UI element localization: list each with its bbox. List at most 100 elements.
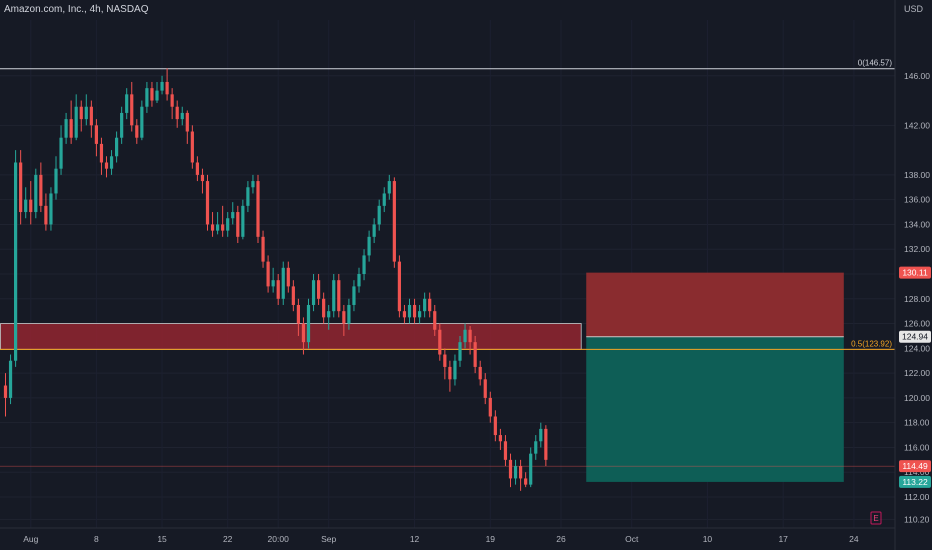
candle-body	[155, 90, 159, 101]
candle-body	[226, 218, 230, 231]
candle-body	[135, 125, 139, 138]
candle-body	[322, 298, 326, 318]
candle-body	[231, 212, 235, 219]
price-label-bg	[899, 266, 931, 279]
candle-body	[428, 298, 432, 312]
candle-body	[19, 162, 23, 213]
x-tick-label: 26	[556, 534, 566, 544]
y-tick-label: 116.00	[904, 442, 930, 452]
candle-body	[519, 466, 523, 479]
candle-body	[513, 466, 518, 479]
candle-body	[140, 106, 144, 138]
candle-body	[59, 137, 63, 169]
candle-body	[89, 106, 93, 126]
candle-body	[236, 212, 240, 237]
candle-body	[453, 360, 457, 380]
price-label-text: 114.49	[902, 461, 928, 471]
candle-body	[382, 193, 386, 206]
candle-body	[488, 397, 492, 417]
candle-body	[392, 181, 396, 262]
y-tick-label: 146.00	[904, 71, 930, 81]
time-axis: Aug 8 15 22 20:00 Sep 12 19 26 Oct 10 17 24 E	[0, 511, 895, 544]
candles-layer	[3, 68, 548, 491]
candle-body	[34, 174, 38, 213]
y-tick-label: 124.00	[904, 343, 930, 353]
candle-body	[8, 360, 13, 398]
candle-body	[115, 137, 119, 157]
candle-body	[342, 311, 346, 324]
candle-body	[130, 94, 134, 126]
candle-body	[534, 441, 538, 454]
candle-body	[104, 162, 109, 169]
x-tick-label: 12	[410, 534, 420, 544]
candle-body	[473, 342, 477, 367]
candle-body	[443, 354, 447, 367]
candle-body	[327, 311, 331, 318]
candle-body	[493, 416, 497, 436]
candle-body	[210, 224, 215, 231]
candle-body	[190, 131, 194, 163]
y-tick-label: 134.00	[904, 219, 930, 229]
y-tick-label: 120.00	[904, 393, 930, 403]
y-tick-label: 110.20	[904, 514, 930, 524]
stop-loss-area[interactable]	[586, 272, 844, 337]
y-tick-label: 114.00	[904, 467, 930, 477]
price-label-text: 113.22	[902, 477, 928, 487]
chart-title: Amazon.com, Inc., 4h, NASDAQ	[4, 4, 149, 15]
price-label-bg	[899, 475, 931, 488]
price-label-bg	[899, 330, 931, 343]
x-tick-label: 24	[849, 534, 859, 544]
candle-body	[39, 174, 43, 206]
candle-body	[498, 435, 502, 442]
candle-body	[145, 88, 149, 107]
candle-body	[418, 311, 422, 318]
candle-body	[281, 267, 285, 299]
candle-body	[483, 379, 487, 398]
candle-body	[120, 112, 124, 138]
candle-body	[185, 112, 189, 132]
take-profit-area[interactable]	[586, 336, 844, 482]
candle-body	[94, 125, 98, 144]
candle-body	[205, 181, 210, 225]
earnings-marker-icon[interactable]: E	[873, 514, 878, 523]
earnings-marker-box[interactable]	[870, 511, 882, 525]
candle-body	[14, 162, 18, 361]
candle-body	[291, 286, 295, 305]
level-label: 0.5(123.92)	[851, 339, 892, 348]
candle-body	[317, 280, 321, 299]
candle-body	[195, 162, 199, 175]
candle-body	[412, 304, 417, 318]
candle-body	[99, 143, 104, 163]
y-tick-label: 122.00	[904, 368, 930, 378]
candle-body	[109, 156, 114, 169]
x-tick-label: 19	[486, 534, 496, 544]
candle-body	[311, 280, 316, 305]
candle-body	[276, 280, 280, 299]
candle-body	[387, 181, 391, 194]
candle-body	[503, 441, 508, 460]
candle-body	[377, 205, 381, 225]
candle-body	[478, 366, 482, 380]
currency-label[interactable]: USD	[904, 4, 924, 14]
candle-body	[337, 280, 341, 312]
position-layer	[586, 272, 844, 482]
candle-body	[74, 106, 78, 138]
candle-body	[397, 261, 401, 312]
x-tick-label: Aug	[23, 534, 38, 544]
resistance-zone[interactable]	[0, 323, 582, 350]
candle-body	[357, 274, 361, 287]
candle-body	[216, 224, 220, 231]
price-axis: 146.00 142.00 138.00 136.00 134.00 132.00 130.…	[894, 0, 930, 550]
y-tick-label: 128.00	[904, 294, 930, 304]
candle-body	[200, 174, 205, 182]
candle-body	[69, 119, 73, 138]
candle-body	[332, 280, 336, 312]
candle-body	[49, 193, 53, 225]
level-label: 0(146.57)	[858, 59, 893, 68]
price-labels-layer: 130.11 124.94 114.49 113.22	[899, 266, 931, 488]
candle-body	[271, 280, 275, 287]
candle-body	[524, 478, 528, 485]
candle-body	[458, 342, 462, 361]
candle-body	[64, 119, 68, 138]
